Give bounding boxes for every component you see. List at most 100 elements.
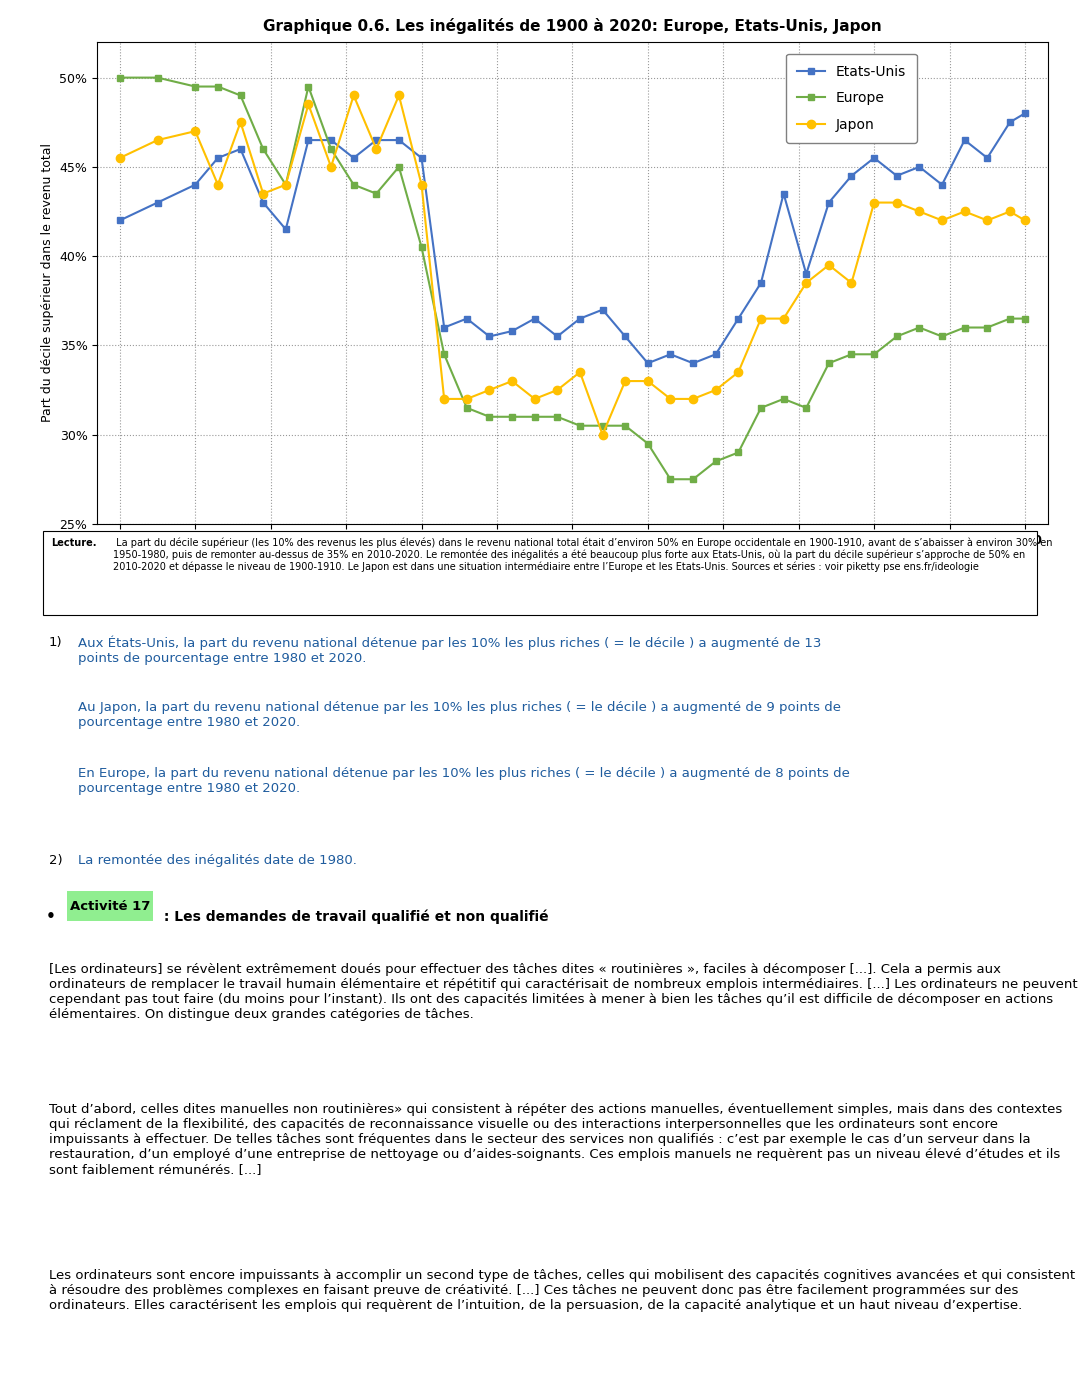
Japon — [890, 194, 903, 211]
Europe — [483, 408, 496, 425]
Europe — [415, 239, 428, 256]
Japon — [935, 212, 948, 229]
Japon — [1018, 212, 1031, 229]
Etats-Unis — [460, 310, 473, 327]
Text: La remontée des inégalités date de 1980.: La remontée des inégalités date de 1980. — [78, 854, 356, 866]
Y-axis label: Part du décile supérieur dans le revenu total: Part du décile supérieur dans le revenu … — [41, 144, 54, 422]
Text: [Les ordinateurs] se révèlent extrêmement doués pour effectuer des tâches dites : [Les ordinateurs] se révèlent extrêmemen… — [49, 963, 1077, 1021]
Etats-Unis — [664, 346, 677, 363]
Europe — [642, 436, 654, 453]
Japon — [958, 203, 971, 219]
Etats-Unis — [619, 328, 632, 345]
Etats-Unis — [800, 265, 813, 282]
Etats-Unis — [415, 149, 428, 166]
Japon — [280, 176, 293, 193]
Japon — [845, 274, 858, 292]
Line: Europe: Europe — [117, 74, 1028, 483]
Europe — [778, 391, 791, 408]
Etats-Unis — [189, 176, 202, 193]
Europe — [1018, 310, 1031, 327]
FancyBboxPatch shape — [63, 888, 158, 923]
Japon — [800, 274, 813, 292]
Japon — [573, 363, 586, 380]
Etats-Unis — [867, 149, 880, 166]
Etats-Unis — [573, 310, 586, 327]
Etats-Unis — [778, 186, 791, 203]
Legend: Etats-Unis, Europe, Japon: Etats-Unis, Europe, Japon — [786, 53, 917, 142]
Etats-Unis — [890, 168, 903, 184]
Japon — [325, 158, 338, 175]
Etats-Unis — [280, 221, 293, 237]
Etats-Unis — [234, 141, 247, 158]
Europe — [392, 158, 405, 175]
Text: Au Japon, la part du revenu national détenue par les 10% les plus riches ( = le : Au Japon, la part du revenu national dét… — [78, 701, 840, 729]
Europe — [302, 78, 315, 95]
Etats-Unis — [958, 131, 971, 148]
Etats-Unis — [325, 131, 338, 148]
Europe — [325, 141, 338, 158]
Text: 2): 2) — [49, 854, 63, 866]
Japon — [778, 310, 791, 327]
Etats-Unis — [732, 310, 745, 327]
Europe — [958, 319, 971, 335]
Japon — [234, 115, 247, 131]
Etats-Unis — [302, 131, 315, 148]
Title: Graphique 0.6. Les inégalités de 1900 à 2020: Europe, Etats-Unis, Japon: Graphique 0.6. Les inégalités de 1900 à … — [264, 18, 881, 34]
Japon — [619, 373, 632, 390]
Japon — [369, 141, 382, 158]
Europe — [460, 400, 473, 416]
Europe — [800, 400, 813, 416]
Europe — [113, 70, 126, 87]
Etats-Unis — [822, 194, 835, 211]
Text: Lecture.: Lecture. — [51, 538, 96, 548]
Etats-Unis — [1018, 105, 1031, 122]
Etats-Unis — [528, 310, 541, 327]
Japon — [710, 381, 723, 398]
Etats-Unis — [755, 274, 768, 292]
Text: Les ordinateurs sont encore impuissants à accomplir un second type de tâches, ce: Les ordinateurs sont encore impuissants … — [49, 1268, 1075, 1312]
Japon — [392, 87, 405, 103]
Japon — [1003, 203, 1016, 219]
Text: : Les demandes de travail qualifié et non qualifié: : Les demandes de travail qualifié et no… — [159, 909, 549, 923]
Text: Activité 17: Activité 17 — [70, 900, 150, 912]
Text: 1): 1) — [49, 636, 63, 648]
Europe — [189, 78, 202, 95]
Japon — [347, 87, 360, 103]
Europe — [935, 328, 948, 345]
Line: Japon: Japon — [116, 91, 1029, 439]
Europe — [664, 471, 677, 488]
Europe — [505, 408, 518, 425]
Europe — [867, 346, 880, 363]
Europe — [890, 328, 903, 345]
Japon — [981, 212, 994, 229]
Etats-Unis — [437, 319, 450, 335]
Japon — [755, 310, 768, 327]
Etats-Unis — [935, 176, 948, 193]
Europe — [280, 176, 293, 193]
Japon — [664, 391, 677, 408]
Europe — [151, 70, 164, 87]
Japon — [113, 149, 126, 166]
Japon — [151, 131, 164, 148]
Etats-Unis — [596, 302, 609, 319]
Europe — [551, 408, 564, 425]
Europe — [755, 400, 768, 416]
Japon — [867, 194, 880, 211]
Europe — [212, 78, 225, 95]
Europe — [573, 418, 586, 434]
Japon — [642, 373, 654, 390]
Japon — [212, 176, 225, 193]
Japon — [257, 186, 270, 203]
Etats-Unis — [1003, 115, 1016, 131]
Europe — [981, 319, 994, 335]
Etats-Unis — [483, 328, 496, 345]
Europe — [347, 176, 360, 193]
Text: Aux États-Unis, la part du revenu national détenue par les 10% les plus riches (: Aux États-Unis, la part du revenu nation… — [78, 636, 821, 665]
Europe — [596, 418, 609, 434]
Etats-Unis — [392, 131, 405, 148]
Etats-Unis — [981, 149, 994, 166]
Etats-Unis — [913, 158, 926, 175]
Japon — [596, 426, 609, 443]
Europe — [687, 471, 700, 488]
Japon — [483, 381, 496, 398]
